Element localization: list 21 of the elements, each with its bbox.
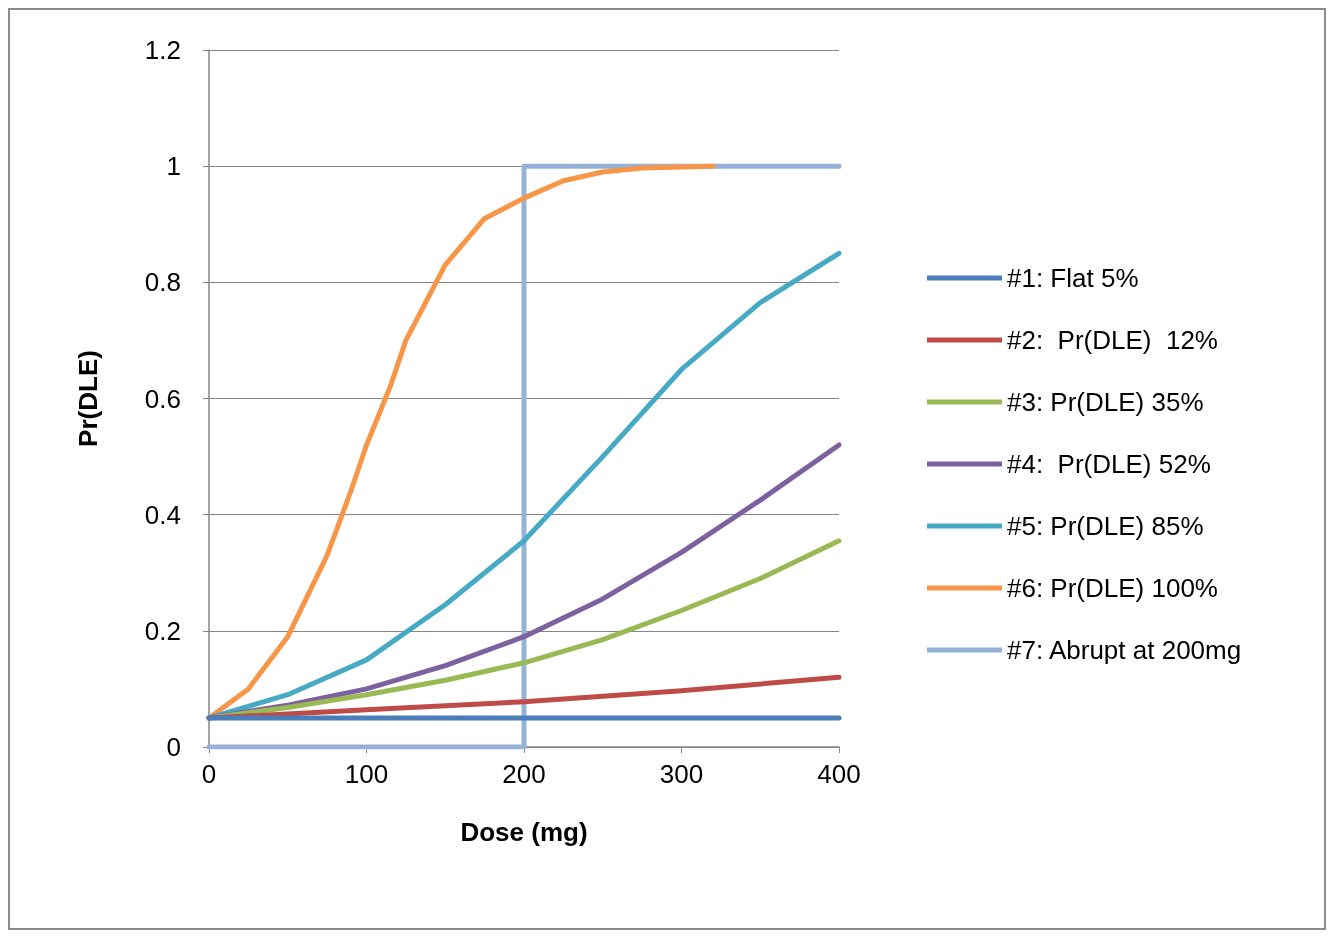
x-tick-label: 0 — [201, 759, 217, 789]
y-tick-label: 0.6 — [144, 383, 181, 414]
y-tick-label: 0 — [166, 732, 181, 762]
y-tick-label: 0.4 — [144, 499, 181, 530]
legend-label: #7: Abrupt at 200mg — [1007, 635, 1242, 665]
legend-label: #4: Pr(DLE) 52% — [1007, 449, 1211, 479]
legend-label: #5: Pr(DLE) 85% — [1007, 511, 1204, 541]
x-tick-label: 300 — [659, 759, 704, 789]
legend-label: #2: Pr(DLE) 12% — [1007, 325, 1218, 355]
y-axis-title: Pr(DLE) — [73, 350, 103, 447]
y-tick-label: 0.8 — [144, 267, 181, 298]
legend-label: #6: Pr(DLE) 100% — [1007, 573, 1218, 603]
y-tick-label: 1 — [166, 151, 181, 182]
legend-label: #1: Flat 5% — [1007, 263, 1139, 293]
x-tick-label: 100 — [344, 759, 389, 789]
y-tick-label: 0.2 — [144, 615, 181, 646]
x-tick-label: 200 — [502, 759, 546, 789]
y-tick-label: 1.2 — [144, 35, 181, 65]
x-axis-title: Dose (mg) — [460, 817, 588, 847]
x-tick-label: 400 — [817, 759, 861, 789]
legend-label: #3: Pr(DLE) 35% — [1007, 387, 1204, 417]
